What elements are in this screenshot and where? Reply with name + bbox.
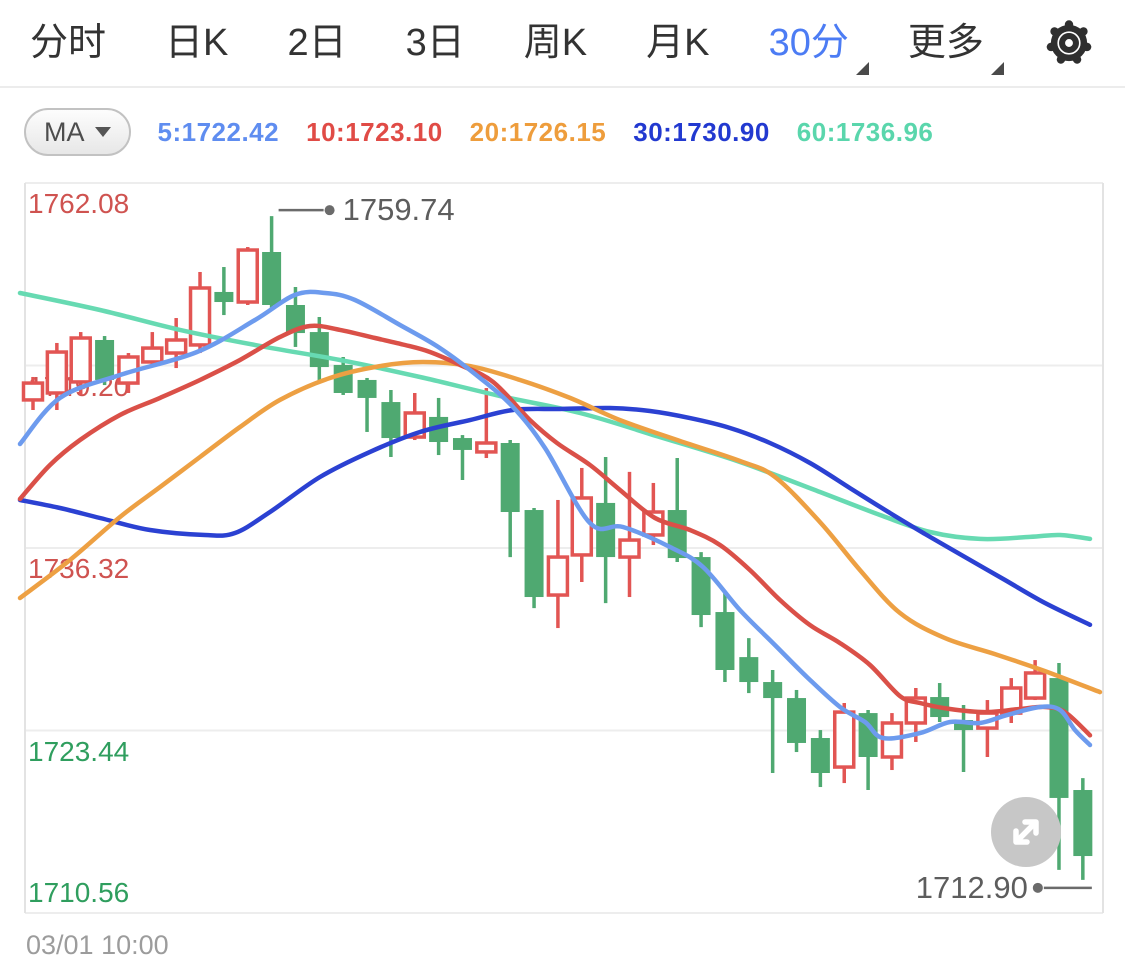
tab-weekly-k[interactable]: 周K [523, 22, 588, 64]
ma30-value: 30:1730.90 [633, 116, 770, 147]
y-axis-label: 1723.44 [28, 735, 130, 767]
x-axis-date-label: 03/01 10:00 [26, 930, 169, 960]
tab-monthly-k[interactable]: 月K [646, 22, 710, 64]
ma5-value: 5:1722.42 [157, 116, 280, 147]
ma-dropdown-button[interactable]: MA [24, 108, 131, 156]
high-price-annotation: 1759.74 [342, 192, 455, 228]
expand-arrows-icon [1013, 819, 1039, 845]
ma20-value: 20:1726.15 [469, 116, 607, 147]
settings-button[interactable] [1043, 17, 1095, 69]
tab-bar: 分时 日K 2日 3日 周K 月K 30分 更多 [0, 0, 1125, 88]
tab-minute-line[interactable]: 分时 [30, 22, 107, 64]
ma-legend: MA 5:1722.42 10:1723.10 20:1726.15 30:17… [24, 104, 933, 160]
tab-3day[interactable]: 3日 [405, 22, 465, 64]
low-price-annotation: 1712.90 [915, 869, 1028, 905]
dropdown-caret-icon [855, 62, 869, 75]
tab-2day[interactable]: 2日 [287, 22, 347, 64]
expand-button[interactable] [991, 797, 1061, 867]
tab-daily-k[interactable]: 日K [165, 22, 229, 64]
caret-down-icon [94, 127, 111, 137]
dropdown-caret-icon [990, 62, 1004, 75]
gear-icon [1046, 20, 1092, 64]
ma60-value: 60:1736.96 [796, 116, 934, 147]
ma10-value: 10:1723.10 [306, 116, 443, 147]
y-axis-label: 1710.56 [28, 877, 130, 908]
tab-more[interactable]: 更多 [908, 0, 1004, 87]
tab-30min[interactable]: 30分 [769, 0, 869, 87]
y-axis-label: 1762.08 [28, 188, 130, 219]
